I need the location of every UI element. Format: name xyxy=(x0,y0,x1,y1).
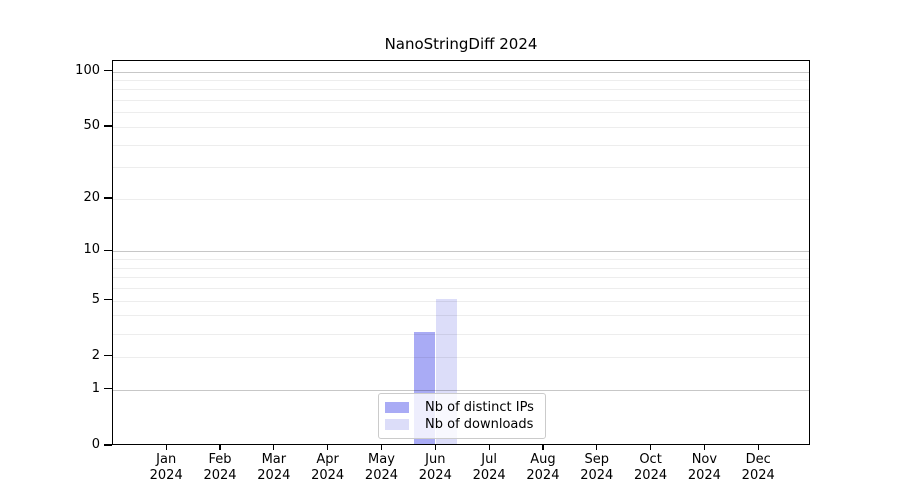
legend-entry-distinct-ips: Nb of distinct IPs xyxy=(385,399,539,416)
y-tick-label: 2 xyxy=(91,347,100,363)
x-tick-label: Feb 2024 xyxy=(190,452,250,483)
legend-swatch-downloads-icon xyxy=(385,419,409,430)
y-tick-label: 100 xyxy=(75,62,100,78)
gridline-minor xyxy=(113,144,809,146)
gridline-minor xyxy=(113,198,809,200)
y-tick-mark xyxy=(104,125,112,127)
x-tick-year: 2024 xyxy=(634,467,668,483)
y-tick-label: 10 xyxy=(83,242,100,258)
x-tick-year: 2024 xyxy=(149,467,183,483)
gridline-major xyxy=(113,389,809,391)
x-tick-year: 2024 xyxy=(687,467,721,483)
x-tick-mark xyxy=(327,445,329,450)
x-tick-mark xyxy=(542,445,544,450)
x-tick-year: 2024 xyxy=(364,467,399,483)
y-tick-label: 20 xyxy=(83,189,100,205)
legend-label-distinct-ips: Nb of distinct IPs xyxy=(425,400,534,415)
x-tick-month: Sep xyxy=(584,452,609,467)
legend-label-downloads: Nb of downloads xyxy=(425,417,534,432)
x-tick-year: 2024 xyxy=(741,467,775,483)
x-tick-year: 2024 xyxy=(472,467,506,483)
gridline-minor xyxy=(113,356,809,358)
y-tick-label: 1 xyxy=(91,380,100,396)
x-tick-mark xyxy=(757,445,759,450)
legend: Nb of distinct IPs Nb of downloads xyxy=(378,393,546,439)
x-tick-mark xyxy=(434,445,436,450)
x-tick-year: 2024 xyxy=(580,467,614,483)
x-tick-label: Jun 2024 xyxy=(405,452,465,483)
gridline-minor xyxy=(113,112,809,114)
y-tick-mark xyxy=(104,388,112,390)
x-tick-mark xyxy=(165,445,167,450)
x-tick-mark xyxy=(488,445,490,450)
gridline-minor xyxy=(113,315,809,317)
gridline-minor xyxy=(113,267,809,269)
legend-entry-downloads: Nb of downloads xyxy=(385,416,539,433)
y-tick-label: 5 xyxy=(91,291,100,307)
x-tick-year: 2024 xyxy=(526,467,560,483)
x-tick-mark xyxy=(380,445,383,450)
gridline-minor xyxy=(113,259,809,261)
gridline-major xyxy=(113,71,809,73)
y-tick-mark xyxy=(104,444,112,446)
gridline-minor xyxy=(113,100,809,102)
y-tick-label: 50 xyxy=(83,117,100,133)
x-tick-label: Apr 2024 xyxy=(298,452,358,483)
x-tick-year: 2024 xyxy=(257,467,291,483)
x-tick-month: Dec xyxy=(745,452,771,467)
x-tick-month: Jan xyxy=(156,452,177,467)
y-tick-label: 0 xyxy=(91,437,100,452)
gridline-minor xyxy=(113,288,809,290)
x-tick-month: Oct xyxy=(639,452,662,467)
gridline-minor xyxy=(113,333,809,335)
gridline-major xyxy=(113,251,809,253)
y-tick-mark xyxy=(104,249,112,252)
x-tick-label: May 2024 xyxy=(351,452,411,483)
x-tick-mark xyxy=(703,445,705,450)
gridline-minor xyxy=(113,300,809,302)
plot-area xyxy=(112,60,810,445)
x-tick-month: Aug xyxy=(530,452,556,467)
gridline-minor xyxy=(113,277,809,279)
x-tick-label: Mar 2024 xyxy=(244,452,304,483)
x-tick-mark xyxy=(649,445,652,450)
x-tick-label: Jul 2024 xyxy=(459,452,519,483)
x-tick-label: Jan 2024 xyxy=(136,452,196,483)
y-tick-mark xyxy=(104,197,112,199)
gridline-minor xyxy=(113,167,809,169)
x-tick-month: Mar xyxy=(261,452,287,467)
legend-swatch-distinct-ips-icon xyxy=(385,402,409,413)
x-tick-year: 2024 xyxy=(203,467,237,483)
x-tick-mark xyxy=(596,445,598,450)
x-tick-month: Jun xyxy=(425,452,446,467)
gridline-minor xyxy=(113,79,809,81)
x-tick-month: May xyxy=(368,452,395,467)
x-tick-label: Oct 2024 xyxy=(621,452,681,483)
x-tick-label: Sep 2024 xyxy=(567,452,627,483)
y-tick-mark xyxy=(104,299,112,301)
x-tick-month: Feb xyxy=(208,452,232,467)
x-tick-month: Apr xyxy=(316,452,339,467)
chart-title: NanoStringDiff 2024 xyxy=(384,35,538,53)
gridline-minor xyxy=(113,89,809,91)
x-tick-label: Aug 2024 xyxy=(513,452,573,483)
y-tick-mark xyxy=(104,355,112,357)
x-tick-year: 2024 xyxy=(311,467,345,483)
x-tick-mark xyxy=(273,445,275,450)
x-tick-label: Dec 2024 xyxy=(728,452,788,483)
gridline-minor xyxy=(113,126,809,128)
x-tick-year: 2024 xyxy=(418,467,452,483)
x-tick-month: Nov xyxy=(691,452,718,467)
x-tick-label: Nov 2024 xyxy=(674,452,734,483)
y-tick-mark xyxy=(104,69,112,72)
x-tick-mark xyxy=(219,445,221,450)
x-tick-month: Jul xyxy=(481,452,497,467)
